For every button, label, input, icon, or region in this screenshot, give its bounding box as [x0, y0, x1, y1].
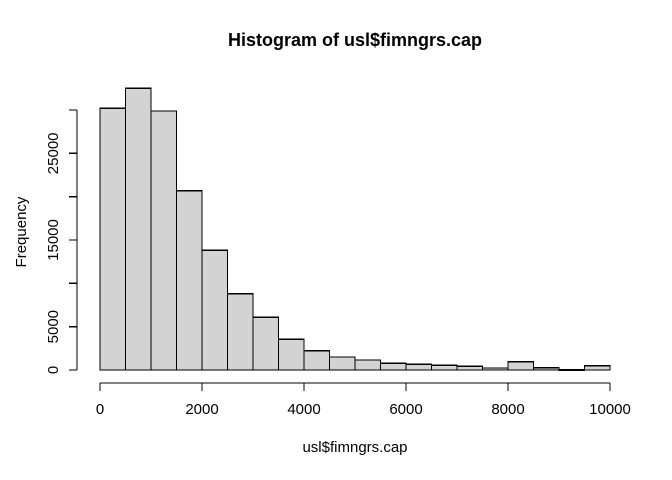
histogram-bar	[430, 364, 458, 371]
histogram-bar	[532, 367, 560, 371]
histogram-bar	[124, 87, 152, 371]
histogram-bar	[481, 367, 509, 371]
histogram-bar	[201, 249, 229, 371]
histogram-bar	[583, 365, 611, 371]
x-tick-label: 2000	[185, 401, 218, 418]
y-axis-label: Frequency	[13, 196, 30, 267]
histogram-bar	[405, 363, 433, 371]
x-tick-label: 0	[96, 401, 104, 418]
histogram-bar	[558, 368, 586, 371]
histogram-bar	[277, 338, 305, 371]
x-tick-label: 6000	[389, 401, 422, 418]
histogram-bar	[328, 356, 356, 371]
x-axis	[99, 382, 611, 391]
y-tick-label: 5000	[45, 310, 62, 343]
histogram-bar	[175, 189, 203, 371]
x-tick-label: 10000	[589, 401, 631, 418]
y-tick-label: 0	[45, 366, 62, 374]
histogram-bar	[99, 107, 127, 371]
histogram-bar	[354, 359, 382, 371]
histogram-bar	[303, 350, 331, 371]
histogram-bar	[150, 110, 178, 371]
histogram-bar	[252, 316, 280, 371]
x-tick-label: 8000	[491, 401, 524, 418]
histogram-bar	[379, 362, 407, 371]
y-tick-label: 25000	[45, 132, 62, 174]
x-axis-label: usl$fimngrs.cap	[302, 439, 407, 456]
histogram-bar	[226, 293, 254, 371]
y-axis	[69, 109, 78, 371]
x-tick-label: 4000	[287, 401, 320, 418]
histogram-bars	[99, 87, 611, 371]
chart-title: Histogram of usl$fimngrs.cap	[228, 30, 482, 50]
chart-layer: 0 2000 4000 6000 8000 10000 0 5000 15000 25000	[45, 87, 631, 418]
y-tick-label: 15000	[45, 219, 62, 261]
histogram-bar	[456, 365, 484, 371]
histogram-bar	[507, 361, 535, 371]
